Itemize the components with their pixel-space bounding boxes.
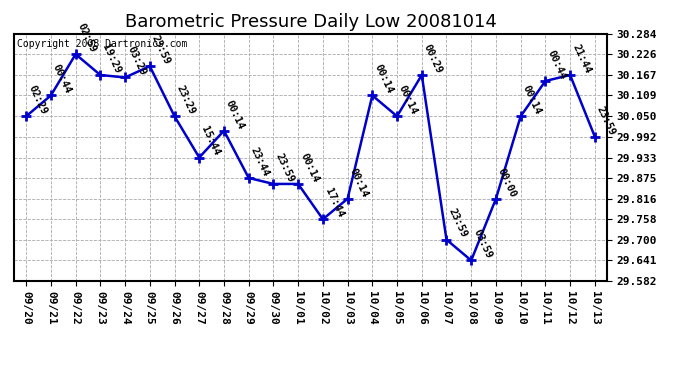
Text: 00:29: 00:29	[422, 42, 444, 75]
Text: 23:59: 23:59	[150, 34, 172, 66]
Text: 23:59: 23:59	[273, 152, 296, 184]
Text: 00:14: 00:14	[224, 98, 246, 131]
Text: 23:59: 23:59	[446, 207, 469, 240]
Text: 02:29: 02:29	[26, 84, 48, 116]
Text: 23:29: 23:29	[175, 84, 197, 116]
Text: 02:59: 02:59	[76, 22, 98, 54]
Text: Copyright 2008 Dartronics.com: Copyright 2008 Dartronics.com	[17, 39, 187, 49]
Text: 19:29: 19:29	[100, 42, 123, 75]
Title: Barometric Pressure Daily Low 20081014: Barometric Pressure Daily Low 20081014	[125, 13, 496, 31]
Text: 23:44: 23:44	[248, 146, 271, 178]
Text: 00:14: 00:14	[373, 63, 395, 96]
Text: 23:59: 23:59	[595, 104, 617, 137]
Text: 21:44: 21:44	[570, 42, 593, 75]
Text: 03:29: 03:29	[125, 45, 148, 78]
Text: 03:59: 03:59	[471, 228, 493, 261]
Text: 00:14: 00:14	[298, 152, 320, 184]
Text: 00:14: 00:14	[521, 84, 543, 116]
Text: 15:44: 15:44	[199, 125, 221, 158]
Text: 00:14: 00:14	[397, 84, 420, 116]
Text: 00:44: 00:44	[51, 63, 73, 96]
Text: 17:44: 17:44	[323, 187, 345, 219]
Text: 00:14: 00:14	[348, 166, 370, 199]
Text: 00:00: 00:00	[496, 166, 518, 199]
Text: 00:44: 00:44	[545, 48, 568, 81]
